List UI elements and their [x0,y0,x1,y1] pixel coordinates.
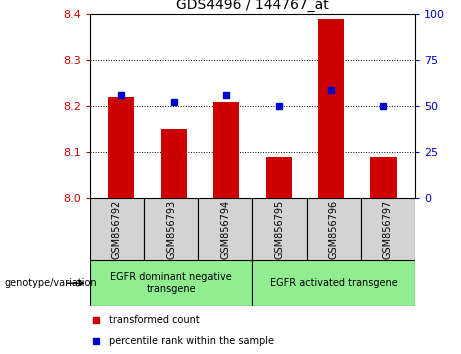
Bar [144,198,198,260]
Bar [90,198,144,260]
Bar [266,157,292,198]
Bar [307,198,361,260]
Bar [90,260,253,306]
Title: GDS4496 / 144767_at: GDS4496 / 144767_at [176,0,329,12]
Text: EGFR activated transgene: EGFR activated transgene [270,278,397,288]
Text: GSM856794: GSM856794 [220,200,230,259]
Text: GSM856797: GSM856797 [383,200,393,259]
Bar [253,260,415,306]
Text: genotype/variation: genotype/variation [5,278,97,288]
Bar [370,157,396,198]
Text: EGFR dominant negative
transgene: EGFR dominant negative transgene [110,272,232,294]
Bar [108,97,135,198]
Bar [213,102,239,198]
Text: GSM856792: GSM856792 [112,200,122,259]
Bar [161,129,187,198]
Bar [361,198,415,260]
Bar [318,19,344,198]
Text: GSM856793: GSM856793 [166,200,176,259]
Text: percentile rank within the sample: percentile rank within the sample [109,336,274,346]
Bar [253,198,307,260]
Text: GSM856795: GSM856795 [274,200,284,259]
Text: GSM856796: GSM856796 [329,200,339,259]
Text: transformed count: transformed count [109,315,200,325]
Bar [198,198,253,260]
